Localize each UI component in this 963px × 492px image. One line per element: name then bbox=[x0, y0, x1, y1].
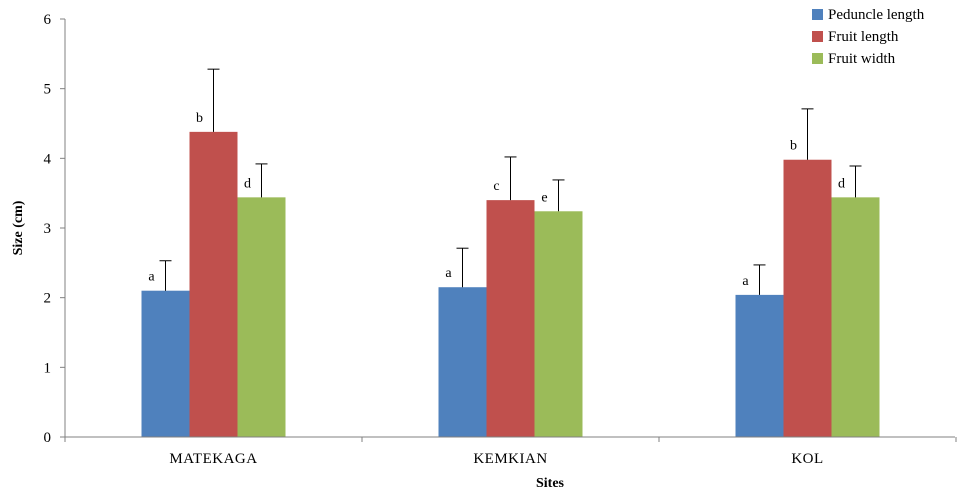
bar bbox=[438, 287, 487, 437]
y-tick-label: 1 bbox=[44, 360, 52, 376]
significance-label: d bbox=[838, 176, 845, 191]
y-tick-label: 3 bbox=[44, 221, 52, 237]
bar bbox=[141, 290, 190, 437]
legend-label: Fruit length bbox=[828, 29, 899, 45]
bar bbox=[189, 131, 238, 438]
x-category-label: KEMKIAN bbox=[473, 451, 547, 467]
legend-swatch bbox=[812, 31, 823, 42]
bar bbox=[237, 197, 286, 437]
bar bbox=[831, 197, 880, 437]
x-category-label: MATEKAGA bbox=[169, 451, 257, 467]
significance-label: a bbox=[742, 274, 749, 289]
significance-label: c bbox=[493, 179, 499, 194]
x-category-label: KOL bbox=[791, 451, 823, 467]
significance-label: a bbox=[445, 266, 452, 281]
bar bbox=[783, 159, 832, 437]
significance-label: b bbox=[790, 139, 797, 154]
bar bbox=[534, 211, 583, 437]
bar bbox=[486, 200, 535, 437]
significance-label: a bbox=[148, 270, 155, 285]
y-axis-title: Size (cm) bbox=[11, 200, 26, 255]
y-tick-label: 4 bbox=[44, 151, 52, 167]
legend: Peduncle length Fruit length Fruit width bbox=[812, 7, 925, 67]
significance-label: e bbox=[541, 190, 547, 205]
significance-label: b bbox=[196, 111, 203, 126]
legend-label: Fruit width bbox=[828, 51, 896, 67]
x-axis-title: Sites bbox=[536, 476, 565, 491]
y-tick-label: 5 bbox=[44, 82, 52, 98]
y-tick-label: 2 bbox=[44, 291, 52, 307]
axes: 0 1 2 3 4 5 6 MATEKAGA KEMKIAN KOL bbox=[44, 12, 957, 467]
y-tick-label: 0 bbox=[44, 430, 52, 446]
legend-label: Peduncle length bbox=[828, 7, 925, 23]
significance-label: d bbox=[244, 176, 251, 191]
legend-swatch bbox=[812, 9, 823, 20]
legend-swatch bbox=[812, 53, 823, 64]
bar bbox=[735, 294, 784, 437]
y-tick-label: 6 bbox=[44, 12, 52, 28]
plot-area: a b d a c e a b d bbox=[141, 68, 880, 438]
